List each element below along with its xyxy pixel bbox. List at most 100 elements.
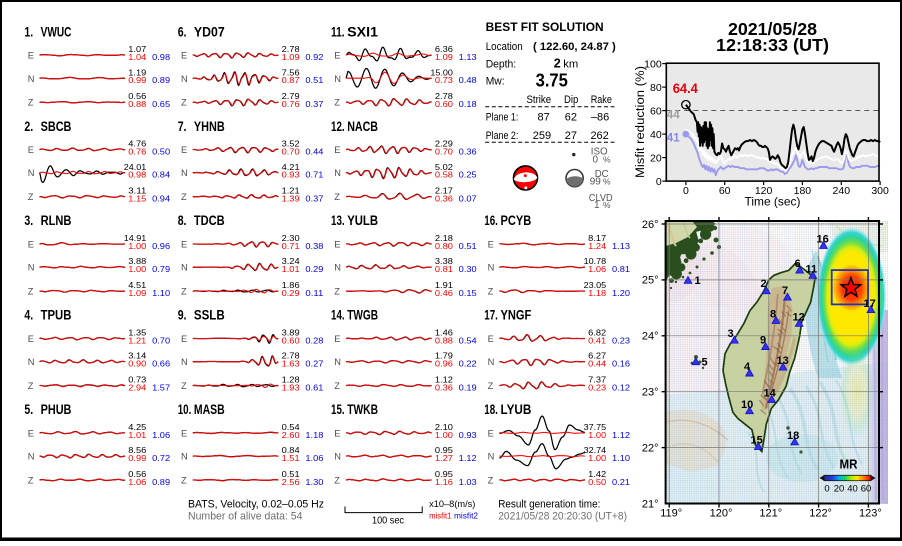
svg-text:121°: 121°	[759, 508, 782, 520]
svg-text:Z: Z	[28, 476, 34, 486]
svg-text:Z: Z	[181, 192, 187, 202]
svg-text:4: 4	[744, 361, 751, 373]
svg-text:2: 2	[554, 56, 561, 70]
svg-text:21°: 21°	[642, 498, 659, 510]
svg-text:1.24: 1.24	[588, 241, 606, 251]
svg-text:3.14: 3.14	[128, 351, 146, 361]
svg-text:0.12: 0.12	[612, 383, 630, 393]
svg-text:0.46: 0.46	[435, 288, 453, 298]
svg-text:0.25: 0.25	[459, 170, 477, 180]
svg-text:5.: 5.	[24, 402, 33, 417]
svg-text:TPUB: TPUB	[41, 308, 72, 323]
svg-text:300: 300	[871, 185, 889, 197]
svg-text:17: 17	[864, 298, 876, 310]
svg-text:0.18: 0.18	[459, 99, 477, 109]
svg-text:1.00: 1.00	[128, 264, 146, 274]
svg-text:12: 12	[793, 312, 805, 324]
svg-text:123°: 123°	[859, 508, 882, 520]
svg-text:87: 87	[538, 112, 550, 124]
svg-text:0.51: 0.51	[282, 469, 300, 479]
svg-text:1.04: 1.04	[128, 52, 146, 62]
svg-text:N: N	[181, 357, 188, 367]
svg-text:37.75: 37.75	[584, 422, 607, 432]
svg-text:Dip: Dip	[564, 94, 578, 106]
svg-text:4.: 4.	[24, 308, 33, 323]
svg-text:0.79: 0.79	[152, 264, 170, 274]
svg-text:0.60: 0.60	[282, 335, 300, 345]
svg-text:9: 9	[760, 335, 766, 347]
svg-text:Z: Z	[334, 287, 340, 297]
svg-text:6: 6	[795, 258, 801, 270]
svg-text:MASB: MASB	[194, 402, 225, 417]
svg-text:2.30: 2.30	[282, 233, 300, 243]
svg-text:PHUB: PHUB	[41, 402, 72, 417]
svg-text:13: 13	[777, 355, 789, 367]
svg-text:4.21: 4.21	[282, 162, 300, 172]
svg-text:0: 0	[593, 155, 599, 166]
svg-text:18.: 18.	[484, 402, 498, 417]
svg-text:1: 1	[695, 275, 701, 287]
svg-text:0.51: 0.51	[305, 75, 323, 85]
svg-text:11.: 11.	[331, 24, 345, 39]
svg-text:Location: Location	[486, 41, 523, 53]
svg-text:1.10: 1.10	[612, 453, 630, 463]
svg-text:0.98: 0.98	[152, 52, 170, 62]
svg-text:120°: 120°	[710, 508, 733, 520]
svg-text:N: N	[181, 74, 188, 84]
svg-text:misfit2: misfit2	[454, 511, 478, 521]
svg-text:1.00: 1.00	[128, 241, 146, 251]
svg-text:0.50: 0.50	[152, 147, 170, 157]
svg-text:14.91: 14.91	[124, 233, 147, 243]
svg-text:RLNB: RLNB	[41, 213, 72, 228]
svg-text:24°: 24°	[642, 331, 659, 343]
svg-text:1.27: 1.27	[435, 453, 453, 463]
svg-text:Mw:: Mw:	[486, 76, 505, 88]
svg-text:1.06: 1.06	[128, 477, 146, 487]
svg-text:1.01: 1.01	[282, 264, 300, 274]
svg-text:CLVD: CLVD	[589, 193, 613, 204]
svg-text:0.66: 0.66	[152, 359, 170, 369]
svg-text:E: E	[488, 334, 494, 344]
svg-text:N: N	[488, 263, 495, 273]
svg-text:5.02: 5.02	[435, 162, 453, 172]
svg-text:–86: –86	[591, 112, 609, 124]
svg-text:1.51: 1.51	[282, 453, 300, 463]
svg-text:1.16: 1.16	[435, 477, 453, 487]
svg-text:1.12: 1.12	[435, 375, 453, 385]
svg-text:10.78: 10.78	[584, 256, 607, 266]
svg-text:TWGB: TWGB	[347, 308, 378, 323]
svg-text:SXI1: SXI1	[347, 24, 378, 39]
svg-text:Z: Z	[334, 98, 340, 108]
svg-text:0.88: 0.88	[128, 99, 146, 109]
svg-text:2.10: 2.10	[435, 422, 453, 432]
svg-text:44: 44	[667, 109, 680, 121]
svg-text:10.: 10.	[178, 402, 192, 417]
svg-text:1.13: 1.13	[459, 52, 477, 62]
svg-text:0.29: 0.29	[282, 288, 300, 298]
svg-text:N: N	[334, 168, 341, 178]
svg-text:119°: 119°	[660, 508, 682, 520]
svg-text:YULB: YULB	[347, 213, 378, 228]
svg-text:12:18:33 (UT): 12:18:33 (UT)	[716, 35, 829, 55]
svg-text:1.06: 1.06	[152, 430, 170, 440]
svg-text:0.89: 0.89	[152, 477, 170, 487]
svg-text:0.29: 0.29	[305, 264, 323, 274]
svg-text:E: E	[181, 51, 187, 61]
svg-text:64.4: 64.4	[673, 81, 699, 96]
svg-text:TDCB: TDCB	[194, 213, 225, 228]
svg-text:Z: Z	[488, 476, 494, 486]
svg-text:23.05: 23.05	[584, 280, 607, 290]
svg-text:3.11: 3.11	[128, 186, 146, 196]
svg-text:0.65: 0.65	[152, 99, 170, 109]
svg-text:0.73: 0.73	[128, 375, 146, 385]
svg-text:100 sec: 100 sec	[372, 516, 404, 527]
svg-text:1.19: 1.19	[128, 67, 146, 77]
svg-text:0.36: 0.36	[459, 147, 477, 157]
svg-text:8.: 8.	[178, 213, 187, 228]
svg-text:Z: Z	[28, 287, 34, 297]
svg-text:0.58: 0.58	[435, 170, 453, 180]
svg-text:18: 18	[787, 430, 799, 442]
svg-text:N: N	[334, 357, 341, 367]
svg-text:0.81: 0.81	[435, 264, 453, 274]
svg-text:x10–8(m/s): x10–8(m/s)	[429, 499, 475, 509]
